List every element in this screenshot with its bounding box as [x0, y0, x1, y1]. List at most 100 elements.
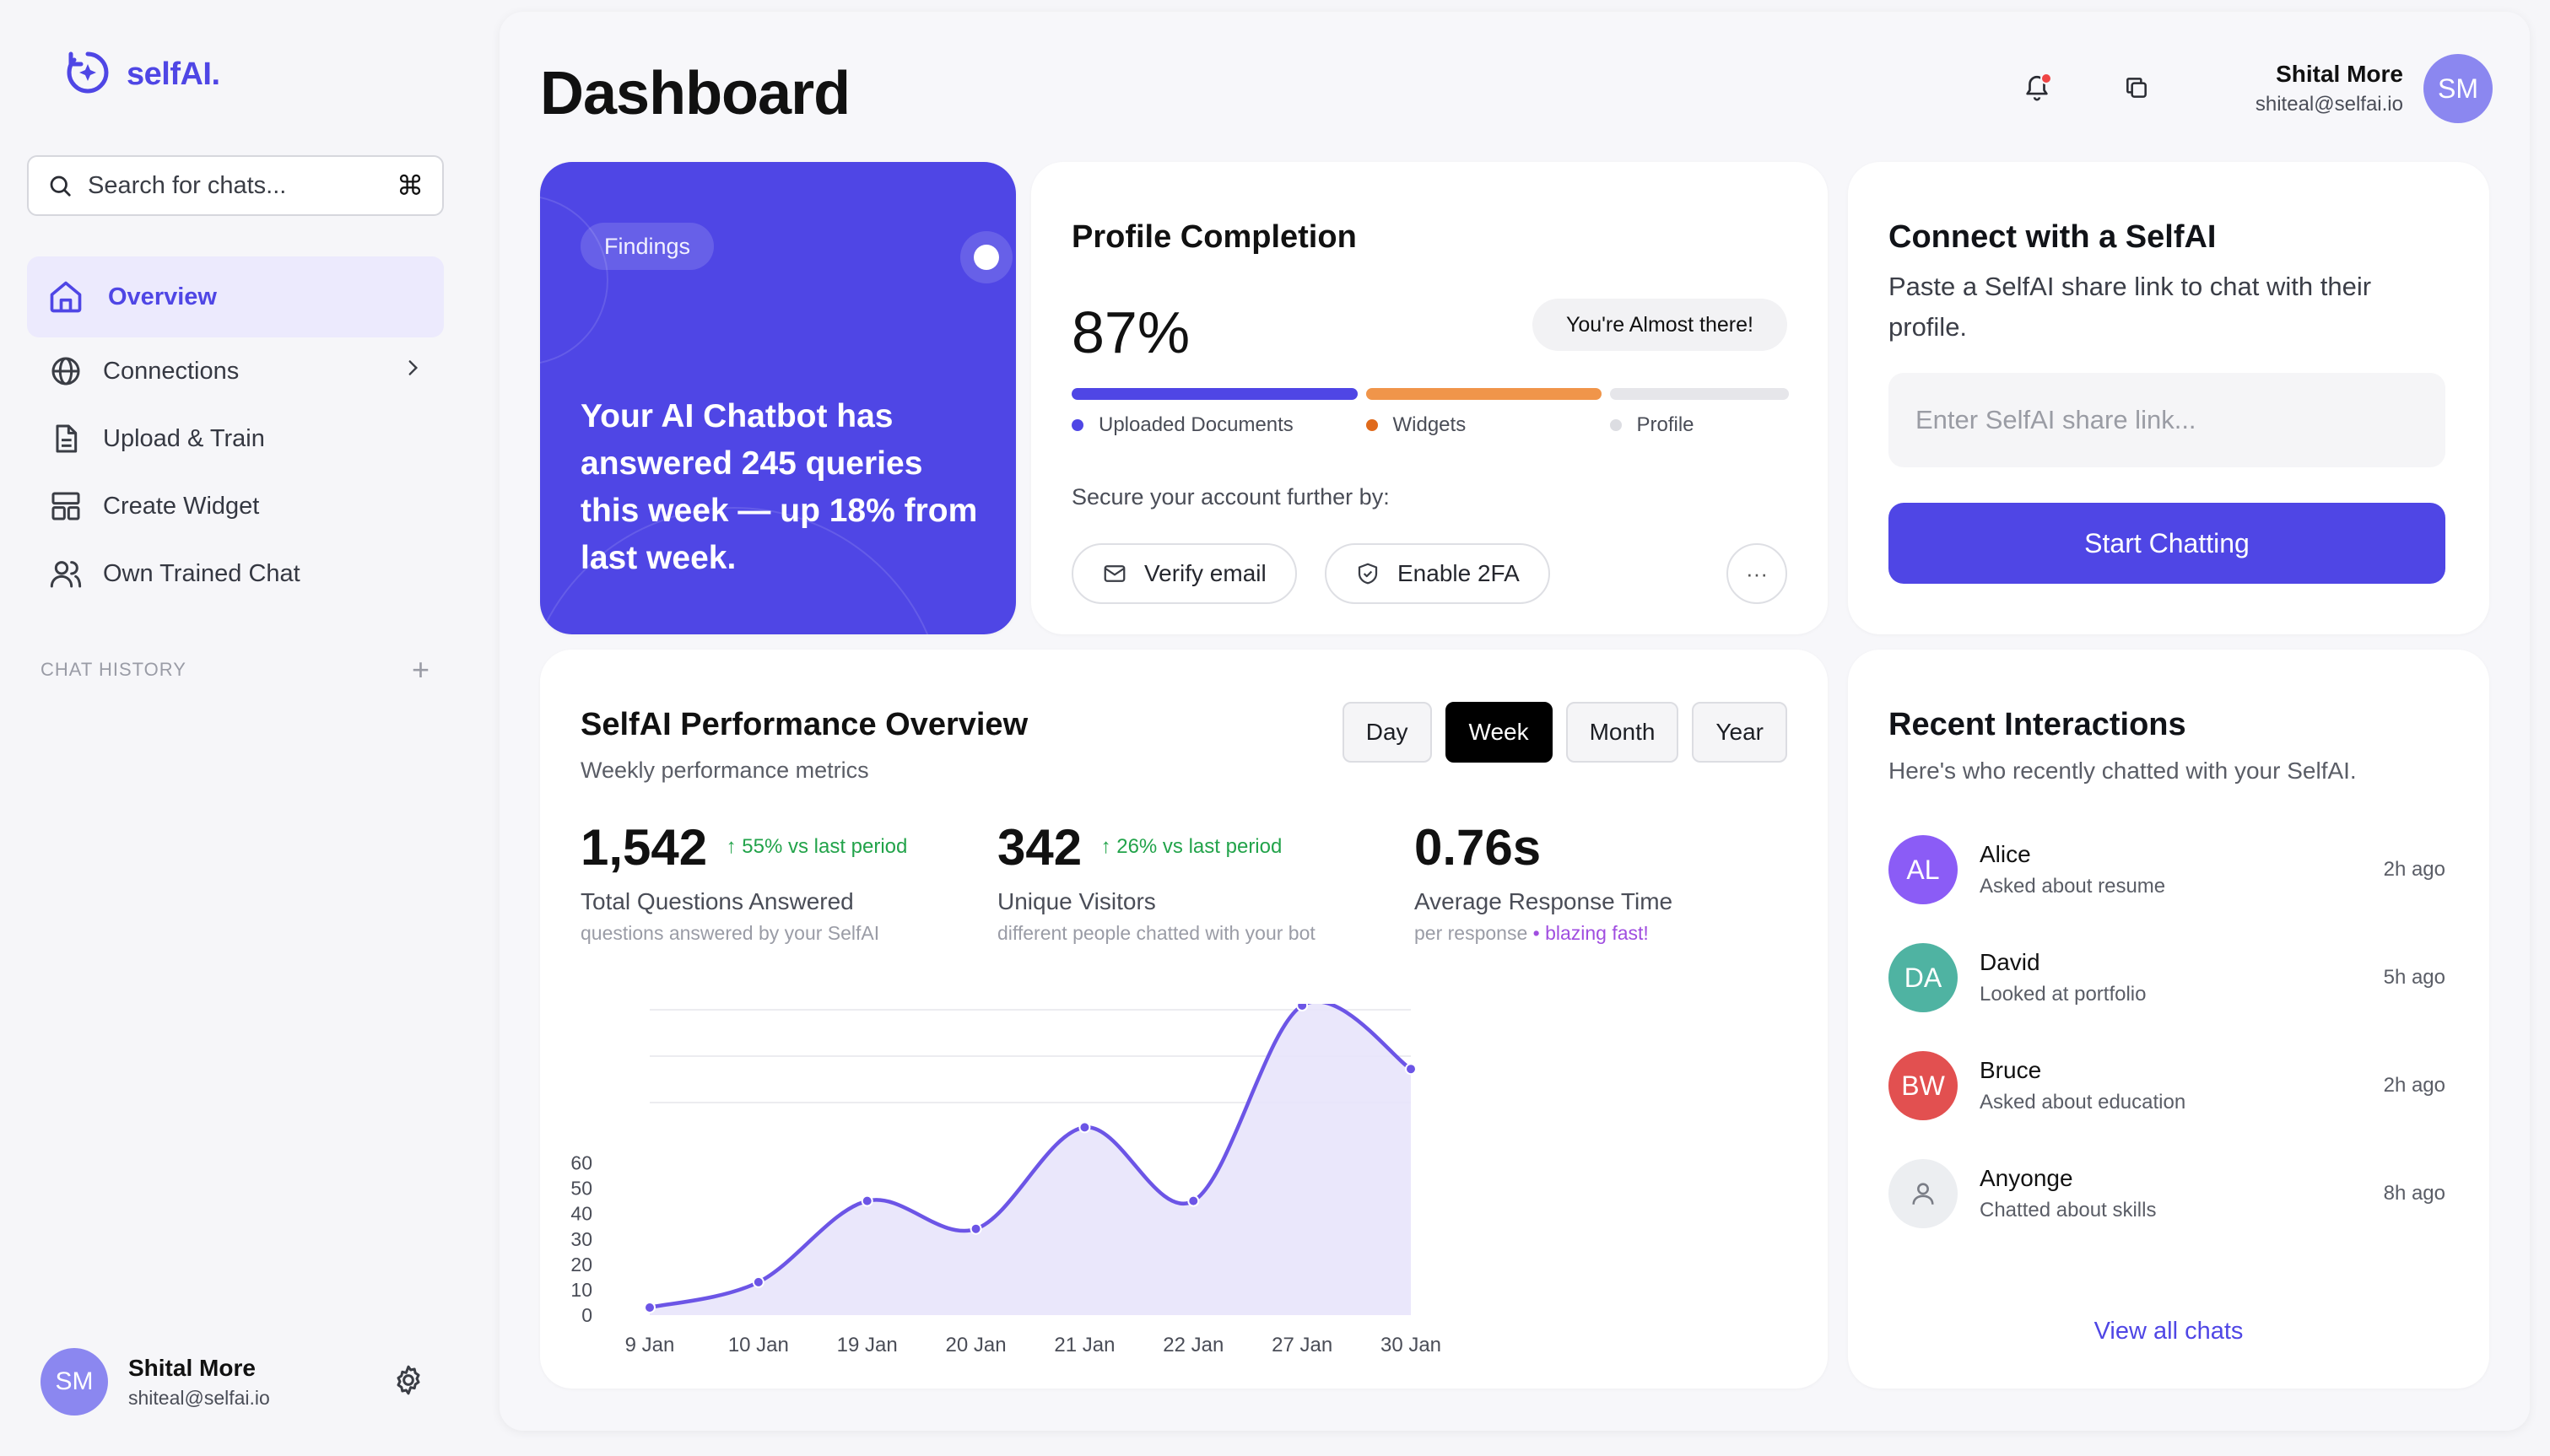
x-tick-label: 19 Jan: [837, 1334, 898, 1356]
sidebar-item-connections[interactable]: Connections: [27, 337, 444, 405]
metric-trend: ↑ 55% vs last period: [726, 835, 908, 858]
avatar[interactable]: SM: [41, 1348, 108, 1416]
x-tick-label: 21 Jan: [1054, 1334, 1115, 1356]
metric-questions: 1,542 ↑ 55% vs last period Total Questio…: [581, 818, 907, 945]
findings-toggle[interactable]: [960, 231, 1013, 283]
y-tick-label: 60: [570, 1152, 592, 1174]
verify-email-label: Verify email: [1144, 560, 1267, 586]
metric-trend: ↑ 26% vs last period: [1100, 835, 1283, 858]
contact-action: Asked about education: [1980, 1091, 2186, 1114]
logo-icon: [67, 51, 109, 94]
legend-dot: [1072, 419, 1083, 431]
data-point: [1078, 1121, 1091, 1134]
add-chat-icon[interactable]: +: [411, 652, 430, 687]
contact-name: Alice: [1980, 841, 2031, 867]
legend-item: Profile: [1609, 413, 1694, 437]
metric-hint: different people chatted with your bot: [997, 922, 1316, 944]
card-title: Recent Interactions: [1888, 707, 2186, 742]
contact-name: David: [1980, 949, 2040, 975]
sidebar-item-create-widget[interactable]: Create Widget: [27, 472, 444, 540]
list-item[interactable]: BW Bruce Asked about education 2h ago: [1888, 1051, 2445, 1120]
copy-button[interactable]: [2118, 69, 2155, 106]
status-badge: You're Almost there!: [1532, 299, 1787, 351]
contact-action: Chatted about skills: [1980, 1199, 2157, 1221]
recent-interactions-card: Recent Interactions Here's who recently …: [1848, 650, 2489, 1389]
gear-icon[interactable]: [392, 1363, 425, 1401]
completion-legend: Uploaded Documents Widgets Profile: [1072, 413, 1789, 439]
card-subtitle: Weekly performance metrics: [581, 758, 869, 783]
user-email: shiteal@selfai.io: [2255, 93, 2403, 116]
y-tick-label: 20: [570, 1254, 592, 1275]
sidebar-item-label: Create Widget: [103, 492, 260, 520]
sidebar-item-label: Own Trained Chat: [103, 559, 300, 587]
metric-label: Total Questions Answered: [581, 888, 854, 914]
start-chatting-button[interactable]: Start Chatting: [1888, 503, 2445, 584]
avatar[interactable]: SM: [2423, 54, 2493, 123]
y-tick-label: 30: [570, 1228, 592, 1250]
more-options-button[interactable]: ···: [1726, 543, 1787, 604]
completion-segment: [1365, 388, 1602, 400]
contact-name: Bruce: [1980, 1057, 2042, 1083]
metric-visitors: 342 ↑ 26% vs last period Unique Visitors…: [997, 818, 1316, 945]
contact-action: Looked at portfolio: [1980, 983, 2147, 1006]
home-icon: [47, 278, 84, 315]
metric-label: Average Response Time: [1414, 888, 1673, 914]
share-link-input[interactable]: [1888, 373, 2445, 467]
card-title: SelfAI Performance Overview: [581, 707, 1029, 742]
verify-email-button[interactable]: Verify email: [1072, 543, 1297, 604]
list-item[interactable]: DA David Looked at portfolio 5h ago: [1888, 943, 2445, 1012]
card-title: Connect with a SelfAI: [1888, 219, 2217, 255]
legend-label: Profile: [1636, 413, 1694, 436]
user-email: shiteal@selfai.io: [128, 1386, 270, 1409]
data-point: [644, 1301, 656, 1313]
completion-bar: [1072, 388, 1789, 400]
y-tick-label: 10: [570, 1279, 592, 1301]
header-user: Shital More shiteal@selfai.io SM: [2256, 54, 2493, 123]
y-tick-label: 50: [570, 1178, 592, 1200]
contact-action: Asked about resume: [1980, 875, 2166, 898]
chevron-right-icon: [402, 357, 424, 386]
sidebar-user: SM Shital More shiteal@selfai.io: [41, 1348, 425, 1416]
period-week-button[interactable]: Week: [1445, 702, 1553, 763]
contact-name: Anyonge: [1980, 1165, 2073, 1191]
search-icon: [50, 175, 71, 197]
app-logo[interactable]: selfAI.: [61, 47, 220, 101]
topbar-actions: [2018, 69, 2155, 106]
avatar: [1888, 1159, 1958, 1228]
timestamp: 5h ago: [2383, 966, 2445, 989]
timestamp: 2h ago: [2383, 1074, 2445, 1097]
legend-dot: [1365, 419, 1378, 431]
avatar: DA: [1888, 943, 1958, 1012]
view-all-chats-link[interactable]: View all chats: [2093, 1318, 2244, 1345]
enable-2fa-label: Enable 2FA: [1397, 560, 1520, 586]
period-year-button[interactable]: Year: [1692, 702, 1787, 763]
legend-item: Uploaded Documents: [1072, 413, 1294, 437]
profile-completion-card: Profile Completion 87% You're Almost the…: [1031, 162, 1828, 634]
y-tick-label: 40: [570, 1203, 592, 1225]
search-input[interactable]: [88, 171, 397, 200]
metric-value: 342: [997, 819, 1083, 876]
avatar: BW: [1888, 1051, 1958, 1120]
legend-label: Uploaded Documents: [1099, 413, 1294, 436]
data-point: [861, 1194, 873, 1207]
notifications-button[interactable]: [2018, 69, 2056, 106]
chat-search[interactable]: ⌘: [27, 155, 444, 216]
sidebar-item-upload-train[interactable]: Upload & Train: [27, 405, 444, 472]
chat-history-header: CHAT HISTORY +: [41, 655, 430, 685]
sidebar-item-overview[interactable]: Overview: [27, 256, 444, 337]
sidebar-item-own-trained-chat[interactable]: Own Trained Chat: [27, 540, 444, 607]
list-item[interactable]: Anyonge Chatted about skills 8h ago: [1888, 1159, 2445, 1228]
user-name: Shital More: [2276, 61, 2403, 87]
period-month-button[interactable]: Month: [1565, 702, 1679, 763]
period-day-button[interactable]: Day: [1342, 702, 1432, 763]
user-name: Shital More: [128, 1354, 256, 1381]
avatar: AL: [1888, 835, 1958, 904]
list-item[interactable]: AL Alice Asked about resume 2h ago: [1888, 835, 2445, 904]
sidebar-item-label: Upload & Train: [103, 424, 265, 452]
findings-card: Findings Your AI Chatbot has answered 24…: [540, 162, 1016, 634]
performance-card: SelfAI Performance Overview Weekly perfo…: [540, 650, 1828, 1389]
data-point: [1405, 1063, 1417, 1076]
enable-2fa-button[interactable]: Enable 2FA: [1325, 543, 1550, 604]
completion-percent: 87%: [1072, 299, 1191, 365]
metric-value: 0.76s: [1414, 819, 1542, 876]
